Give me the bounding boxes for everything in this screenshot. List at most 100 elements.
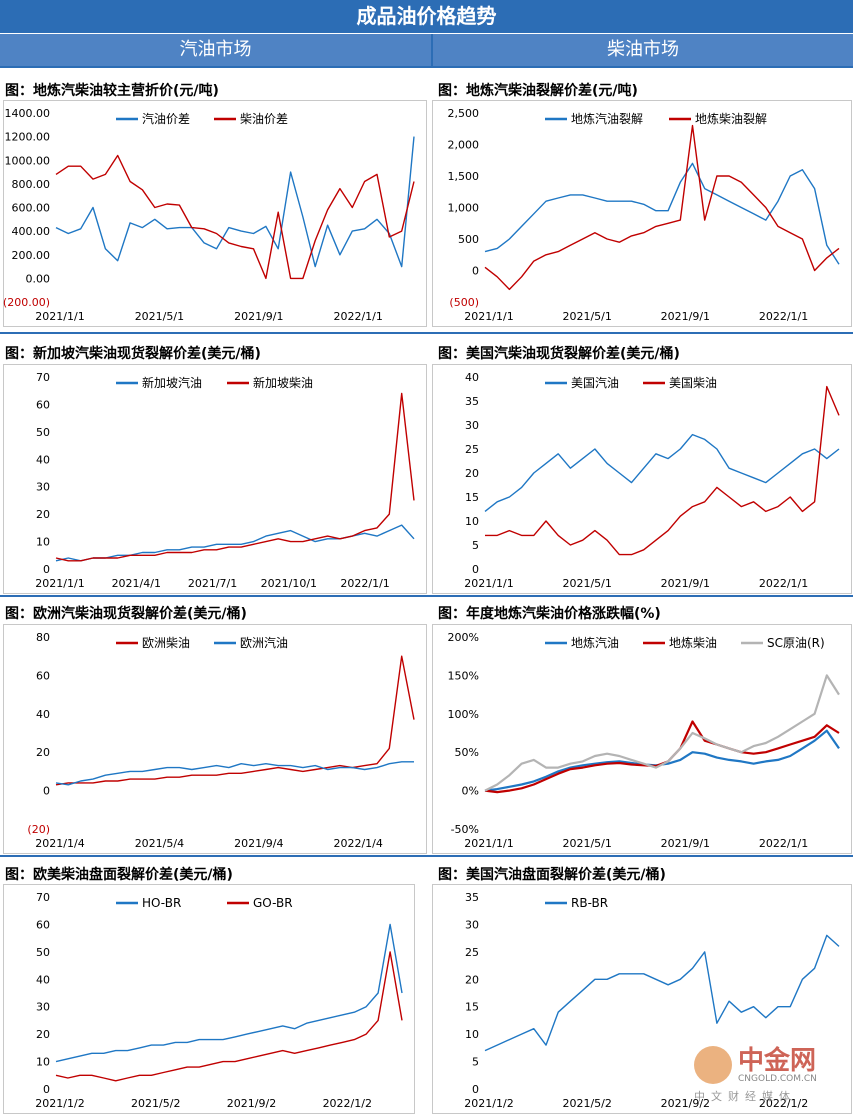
chart-gasoline-diesel-discount: 1400.00 1200.00 1000.00 800.00 600.00 400.00 2… — [3, 100, 427, 327]
y-tick-label: 60 — [36, 398, 50, 411]
divider — [0, 595, 853, 597]
series-line — [55, 923, 403, 1063]
x-tick-label: 2022/1/1 — [759, 310, 808, 323]
y-tick-label: 70 — [36, 371, 50, 384]
x-tick-label: 2021/1/1 — [464, 310, 513, 323]
chart-yearly-change: 200% 150% 100% 50% 0% -50% 2021/1/1 2021/5/1 202… — [432, 624, 852, 854]
y-tick-label: 10 — [465, 515, 479, 528]
chart-us-gasoline-futures-crack: 35 30 25 20 15 10 5 0 2021/1/2 2021/5/2 2021/9/2 20… — [432, 884, 852, 1114]
chart-diesel-futures-crack: 70 60 50 40 30 20 10 0 2021/1/2 2021/5/2 2021/9/2 2… — [3, 884, 415, 1114]
x-tick-label: 2021/1/1 — [35, 577, 84, 590]
x-tick-label: 2021/9/2 — [227, 1097, 276, 1110]
y-tick-label: 20 — [465, 973, 479, 986]
y-tick-label: 100% — [448, 708, 479, 721]
y-tick-label: 600.00 — [12, 202, 51, 215]
x-tick-label: 2021/9/1 — [661, 310, 710, 323]
section-diesel: 柴油市场 — [433, 34, 853, 66]
divider — [0, 332, 853, 334]
x-tick-label: 2021/9/1 — [234, 310, 283, 323]
x-tick-label: 2021/1/4 — [35, 837, 84, 850]
y-tick-label: 60 — [36, 918, 50, 931]
x-tick-label: 2022/1/2 — [323, 1097, 372, 1110]
divider — [0, 855, 853, 857]
y-tick-label: 15 — [465, 491, 479, 504]
series-line — [55, 524, 415, 562]
y-tick-label: 0.00 — [26, 272, 51, 285]
x-tick-label: 2021/5/1 — [135, 310, 184, 323]
chart-svg: 200% 150% 100% 50% 0% -50%2021/1/1 2021/5/1 202… — [448, 631, 840, 850]
y-tick-label: 800.00 — [12, 178, 51, 191]
y-tick-label: 5 — [472, 1056, 479, 1069]
y-tick-label: 10 — [36, 1056, 50, 1069]
chart-title: 图：美国汽柴油现货裂解价差(美元/桶) — [438, 346, 680, 362]
legend-label: HO-BR — [142, 896, 181, 910]
divider — [0, 66, 853, 68]
legend-label: SC原油(R) — [767, 636, 825, 650]
series-line — [55, 951, 403, 1082]
y-tick-label: 10 — [36, 536, 50, 549]
watermark-logo-icon — [694, 1046, 732, 1084]
y-tick-label: 60 — [36, 669, 50, 682]
y-tick-label: 1000.00 — [5, 154, 51, 167]
chart-crack-spread-local: 2,500 2,000 1,500 1,000 500 0 (500) 2021/1/1 202… — [432, 100, 852, 327]
series-line — [484, 934, 840, 1052]
y-tick-label: 50 — [36, 426, 50, 439]
x-tick-label: 2022/1/1 — [759, 577, 808, 590]
y-tick-label: 10 — [465, 1028, 479, 1041]
series-line — [484, 674, 840, 792]
y-tick-label: 40 — [36, 708, 50, 721]
x-tick-label: 2021/9/4 — [234, 837, 283, 850]
chart-svg: 2,500 2,000 1,500 1,000 500 0 (500)2021/1/1 202… — [448, 107, 840, 323]
y-tick-label: 2,000 — [448, 139, 480, 152]
x-tick-label: 2021/1/1 — [35, 310, 84, 323]
section-gasoline: 汽油市场 — [0, 34, 431, 66]
x-tick-label: 2022/1/2 — [759, 1097, 808, 1110]
series-line — [55, 136, 415, 268]
y-tick-label: 25 — [465, 443, 479, 456]
legend-label: 地炼汽油裂解 — [571, 111, 643, 126]
legend-label: 柴油价差 — [240, 112, 288, 126]
legend-label: 欧洲柴油 — [142, 636, 190, 650]
y-tick-label: 5 — [472, 539, 479, 552]
y-tick-label: 2,500 — [448, 107, 480, 120]
x-tick-label: 2021/1/2 — [464, 1097, 513, 1110]
x-tick-label: 2021/5/1 — [562, 577, 611, 590]
x-tick-label: 2021/1/2 — [35, 1097, 84, 1110]
y-tick-label: 80 — [36, 631, 50, 644]
y-tick-label: 30 — [465, 419, 479, 432]
y-tick-label: 1400.00 — [5, 107, 51, 120]
y-tick-label: 150% — [448, 669, 479, 682]
x-tick-label: 2021/5/2 — [131, 1097, 180, 1110]
x-tick-label: 2021/5/4 — [135, 837, 184, 850]
series-line — [484, 124, 840, 291]
x-tick-label: 2021/9/2 — [661, 1097, 710, 1110]
y-tick-label: 40 — [465, 371, 479, 384]
chart-title: 图：年度地炼汽柴油价格涨跌幅(%) — [438, 606, 661, 622]
x-tick-label: 2022/1/4 — [333, 837, 382, 850]
chart-europe-crack: 80 60 40 20 0 (20) 2021/1/4 2021/5/4 2021/9/4 202… — [3, 624, 427, 854]
chart-title: 图：新加坡汽柴油现货裂解价差(美元/桶) — [5, 346, 261, 362]
watermark-sub: 中文财经媒体 — [694, 1090, 796, 1103]
x-tick-label: 2021/5/2 — [562, 1097, 611, 1110]
legend-label: 地炼柴油 — [669, 635, 717, 650]
x-tick-label: 2022/1/1 — [340, 577, 389, 590]
section-divider — [431, 34, 433, 66]
y-tick-label: -50% — [451, 823, 479, 836]
y-tick-label: 35 — [465, 395, 479, 408]
y-tick-label: 30 — [36, 1001, 50, 1014]
y-tick-label: 0 — [43, 785, 50, 798]
legend-label: 欧洲汽油 — [240, 635, 288, 650]
y-tick-label: 0 — [43, 1083, 50, 1096]
y-tick-label: 200% — [448, 631, 479, 644]
chart-title: 图：欧美柴油盘面裂解价差(美元/桶) — [5, 867, 233, 883]
y-tick-label: 400.00 — [12, 225, 51, 238]
y-tick-label: 30 — [36, 481, 50, 494]
legend-label: 美国汽油 — [571, 375, 619, 390]
series-line — [485, 385, 840, 556]
x-tick-label: 2022/1/1 — [759, 837, 808, 850]
chart-title: 图：地炼汽柴油裂解价差(元/吨) — [438, 83, 638, 99]
y-tick-label: (500) — [449, 296, 479, 309]
